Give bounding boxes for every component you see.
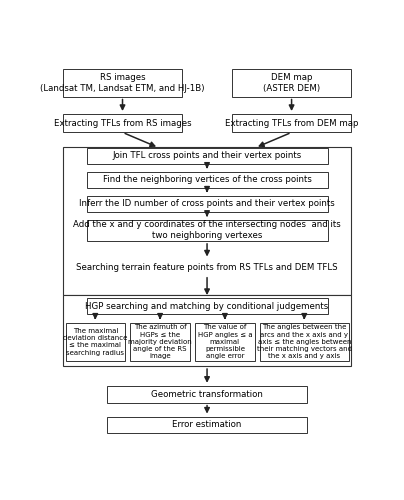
Bar [86, 298, 328, 314]
Bar [63, 146, 351, 295]
Text: Add the x and y coordinates of the intersecting nodes  and its
two neighboring v: Add the x and y coordinates of the inter… [73, 220, 341, 240]
Bar [86, 196, 328, 212]
Text: Extracting TFLs from RS images: Extracting TFLs from RS images [54, 118, 191, 128]
Bar [86, 148, 328, 164]
Text: The maximal
deviation distance
≤ the maximal
searching radius: The maximal deviation distance ≤ the max… [63, 328, 127, 355]
Text: DEM map
(ASTER DEM): DEM map (ASTER DEM) [263, 73, 320, 92]
Text: Join TFL cross points and their vertex points: Join TFL cross points and their vertex p… [112, 152, 302, 160]
Text: The angles between the
arcs and the x axis and y
axis ≤ the angles between
their: The angles between the arcs and the x ax… [257, 324, 352, 360]
Text: Searching terrain feature points from RS TFLs and DEM TFLS: Searching terrain feature points from RS… [76, 264, 338, 272]
Bar [86, 220, 328, 241]
Bar [130, 322, 190, 361]
Text: Inferr the ID number of cross points and their vertex points: Inferr the ID number of cross points and… [79, 199, 335, 208]
Bar [107, 416, 307, 434]
Bar [86, 172, 328, 188]
Text: HGP searching and matching by conditional judgements: HGP searching and matching by conditiona… [85, 302, 329, 310]
Bar [195, 322, 255, 361]
Text: Error estimation: Error estimation [173, 420, 242, 430]
Bar [260, 322, 349, 361]
Bar [63, 69, 182, 96]
Bar [232, 69, 351, 96]
Bar [63, 295, 351, 366]
Text: Extracting TFLs from DEM map: Extracting TFLs from DEM map [225, 118, 358, 128]
Text: RS images
(Landsat TM, Landsat ETM, and HJ-1B): RS images (Landsat TM, Landsat ETM, and … [40, 73, 205, 92]
Bar [107, 386, 307, 402]
Bar [232, 114, 351, 132]
Bar [65, 322, 125, 361]
Text: Geometric transformation: Geometric transformation [151, 390, 263, 398]
Text: The value of
HGP angles ≤ a
maximal
permissible
angle error: The value of HGP angles ≤ a maximal perm… [198, 324, 252, 360]
Text: The azimuth of
HGPs ≤ the
majority deviation
angle of the RS
image: The azimuth of HGPs ≤ the majority devia… [128, 324, 192, 360]
Bar [63, 114, 182, 132]
Text: Find the neighboring vertices of the cross points: Find the neighboring vertices of the cro… [103, 175, 311, 184]
